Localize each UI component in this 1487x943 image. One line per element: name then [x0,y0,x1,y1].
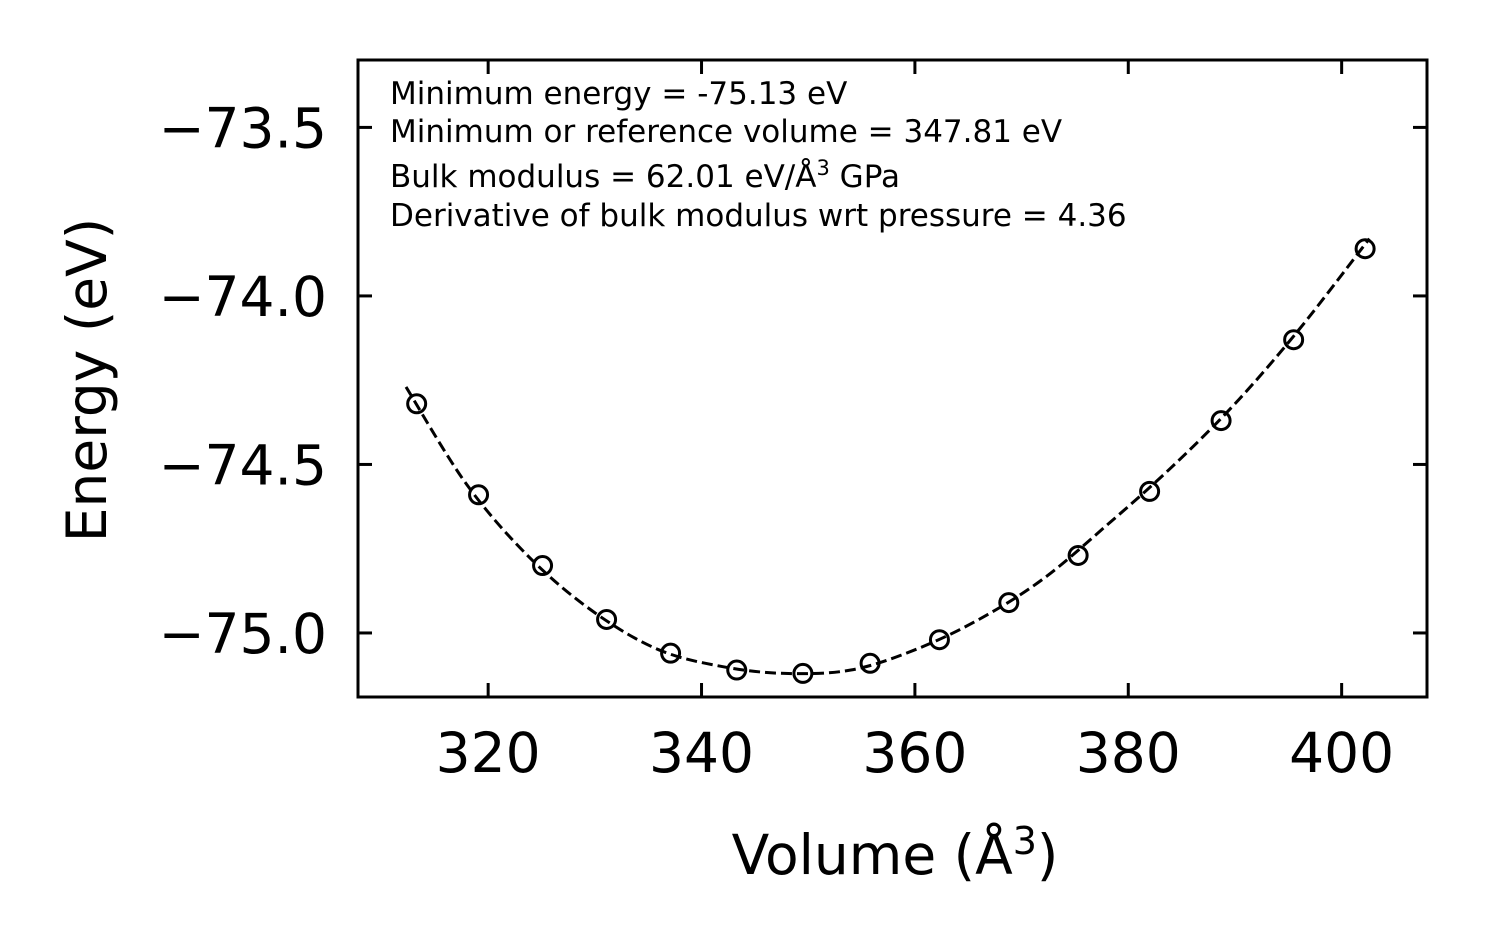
plot-frame [356,58,1429,699]
data-point [660,642,682,664]
data-point [792,662,814,684]
x-tick-label: 340 [649,721,754,785]
annotation-minimum-energy: Minimum energy = -75.13 eV [390,76,847,112]
y-tick-label: −75.0 [158,602,327,666]
y-tick-label: −74.0 [158,265,327,329]
x-tick-label: 380 [1076,721,1181,785]
data-point [998,592,1020,614]
fit-curve-group [404,237,1371,676]
y-tick-label: −73.5 [158,96,327,160]
data-point [1210,410,1232,432]
data-point [1283,329,1305,351]
data-point [406,393,428,415]
data-point [532,555,554,577]
x-tick-label: 360 [862,721,967,785]
fit-annotations: Minimum energy = -75.13 eV Minimum or re… [390,76,1127,234]
x-axis-label: Volume (Å3) [732,819,1059,887]
x-tick-label: 400 [1289,721,1394,785]
data-point [928,629,950,651]
y-axis-label: Energy (eV) [55,218,119,542]
annotation-bulk-modulus-derivative: Derivative of bulk modulus wrt pressure … [390,198,1127,234]
data-point [1067,544,1089,566]
data-point [1139,480,1161,502]
fit-curve [404,237,1371,676]
axis-ticks [358,60,1427,697]
data-point [726,659,748,681]
data-point [1354,238,1376,260]
data-point [596,608,618,630]
annotation-bulk-modulus: Bulk modulus = 62.01 eV/Å3 GPa [390,156,900,195]
y-tick-label: −74.5 [158,433,327,497]
axis-tick-labels: 320 340 360 380 400 −73.5 −74.0 −74.5 −75.0 [158,96,1394,785]
annotation-reference-volume: Minimum or reference volume = 347.81 eV [390,114,1062,150]
data-point [859,652,881,674]
data-point [468,484,490,506]
x-tick-label: 320 [436,721,541,785]
data-points-group [406,238,1376,684]
